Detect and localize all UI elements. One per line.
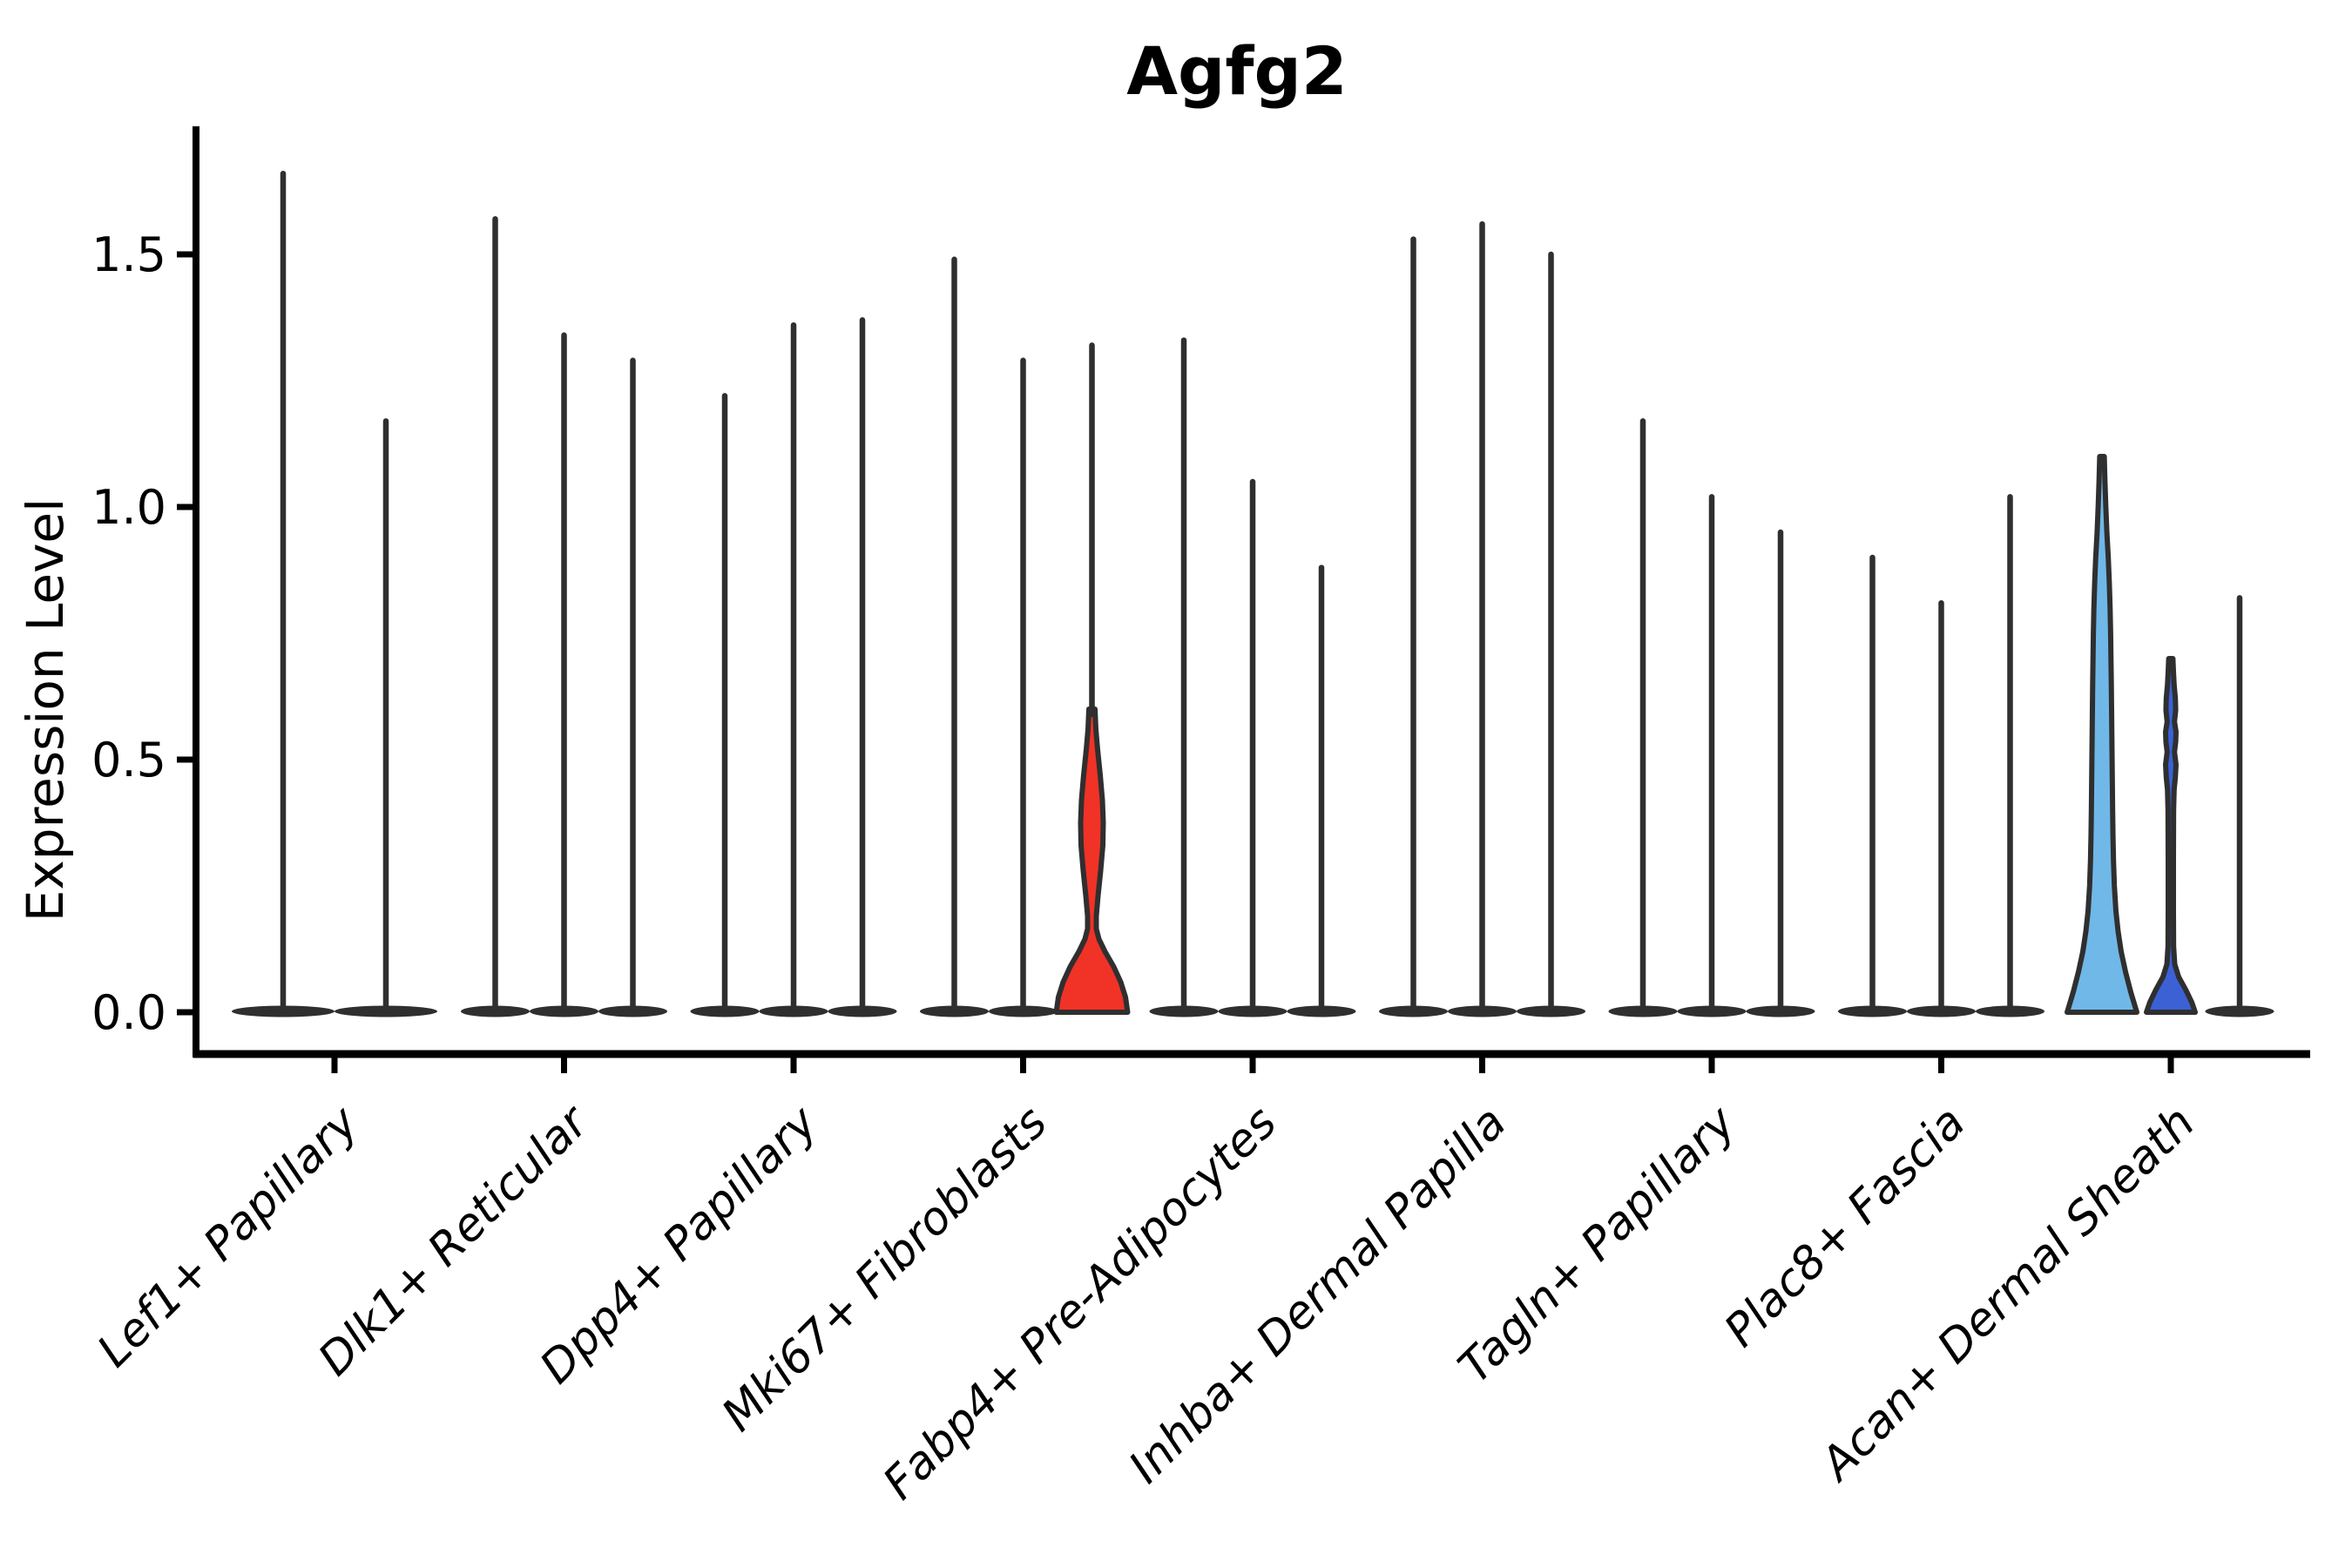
x-category-label: Fabp4+ Pre-Adipocytes	[874, 1097, 1288, 1511]
violin-colored	[1053, 706, 1131, 1015]
y-axis-label: Expression Level	[16, 498, 75, 922]
y-tick-label: 0.5	[91, 733, 166, 787]
y-tick-label: 0.0	[91, 985, 166, 1040]
y-tick-label: 1.0	[91, 480, 166, 535]
violin-colored	[2144, 656, 2198, 1015]
x-category-label: Inhba+ Dermal Papilla	[1119, 1097, 1517, 1494]
chart-title: Agfg2	[1126, 32, 1348, 110]
violin-colored	[2065, 454, 2139, 1015]
x-category-label: Plac8+ Fascia	[1714, 1097, 1975, 1357]
y-tick-label: 1.5	[91, 227, 166, 282]
x-category-label: Acan+ Dermal Sheath	[1809, 1097, 2205, 1492]
